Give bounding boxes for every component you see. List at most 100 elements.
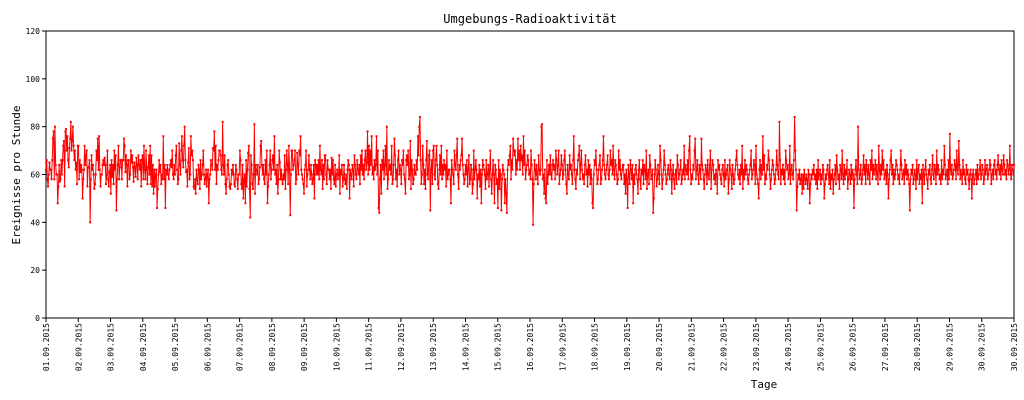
data-point — [313, 197, 316, 200]
data-point — [489, 149, 492, 152]
data-point — [77, 144, 80, 147]
data-point — [628, 173, 631, 176]
data-point — [349, 173, 352, 176]
data-point — [314, 163, 317, 166]
data-point — [657, 173, 660, 176]
data-point — [191, 149, 194, 152]
data-point — [624, 192, 627, 195]
data-point — [495, 183, 498, 186]
data-point — [482, 163, 485, 166]
data-point — [60, 173, 63, 176]
data-point — [872, 173, 875, 176]
data-point — [510, 159, 513, 162]
data-point — [626, 206, 629, 209]
data-point — [431, 183, 434, 186]
data-point — [365, 168, 368, 171]
data-point — [204, 178, 207, 181]
data-point — [735, 149, 738, 152]
data-point — [287, 183, 290, 186]
data-point — [981, 168, 984, 171]
data-point — [196, 178, 199, 181]
data-point — [378, 211, 381, 214]
data-point — [690, 183, 693, 186]
data-point — [405, 154, 408, 157]
data-point — [71, 125, 74, 128]
data-point — [132, 180, 135, 183]
data-point — [340, 163, 343, 166]
data-point — [91, 163, 94, 166]
data-point — [384, 144, 387, 147]
data-point — [264, 159, 267, 162]
data-point — [306, 173, 309, 176]
data-point — [782, 178, 785, 181]
data-point — [915, 187, 918, 190]
data-point — [538, 168, 541, 171]
data-point — [766, 168, 769, 171]
data-point — [450, 159, 453, 162]
data-point — [694, 178, 697, 181]
data-point — [898, 183, 901, 186]
data-point — [868, 183, 871, 186]
data-point — [835, 154, 838, 157]
data-point — [885, 183, 888, 186]
data-point — [952, 173, 955, 176]
data-point — [534, 178, 537, 181]
data-point — [627, 163, 630, 166]
x-tick-label: 12.09.2015 — [397, 323, 406, 371]
data-point — [607, 173, 610, 176]
data-point — [227, 159, 230, 162]
data-point — [164, 206, 167, 209]
data-point — [200, 173, 203, 176]
data-point — [149, 183, 152, 186]
data-point — [271, 159, 274, 162]
data-point — [590, 178, 593, 181]
data-point — [650, 173, 653, 176]
data-point — [97, 168, 100, 171]
data-point — [737, 178, 740, 181]
data-point — [275, 183, 278, 186]
data-point — [799, 183, 802, 186]
data-point — [777, 173, 780, 176]
data-point — [158, 171, 161, 174]
data-point — [562, 173, 565, 176]
data-point — [551, 163, 554, 166]
data-point — [402, 149, 405, 152]
data-point — [805, 173, 808, 176]
data-point — [305, 185, 308, 188]
data-point — [425, 140, 428, 143]
data-point — [236, 178, 239, 181]
data-point — [98, 168, 101, 171]
data-point — [581, 168, 584, 171]
data-point — [883, 178, 886, 181]
data-point — [932, 173, 935, 176]
data-point — [694, 137, 697, 140]
data-point — [777, 178, 780, 181]
data-point — [160, 183, 163, 186]
data-point — [921, 202, 924, 205]
data-point — [985, 168, 988, 171]
data-point — [941, 178, 944, 181]
data-point — [385, 125, 388, 128]
data-point — [323, 178, 326, 181]
data-point — [645, 187, 648, 190]
data-point — [1008, 144, 1011, 147]
data-point — [950, 173, 953, 176]
data-point — [734, 159, 737, 162]
data-point — [1013, 163, 1015, 166]
data-point — [82, 178, 85, 181]
data-point — [360, 168, 363, 171]
data-point — [491, 173, 494, 176]
data-point — [847, 178, 850, 181]
data-point — [223, 173, 226, 176]
data-point — [499, 173, 502, 176]
data-point — [990, 183, 993, 186]
x-tick-label: 30.09.2015 — [978, 323, 987, 371]
data-point — [886, 173, 889, 176]
x-tick-label: 03.09.2015 — [107, 323, 116, 371]
data-point — [294, 149, 297, 152]
data-point — [126, 185, 129, 188]
data-point — [1007, 173, 1010, 176]
data-point — [178, 142, 181, 145]
data-point — [408, 173, 411, 176]
data-point — [857, 168, 860, 171]
